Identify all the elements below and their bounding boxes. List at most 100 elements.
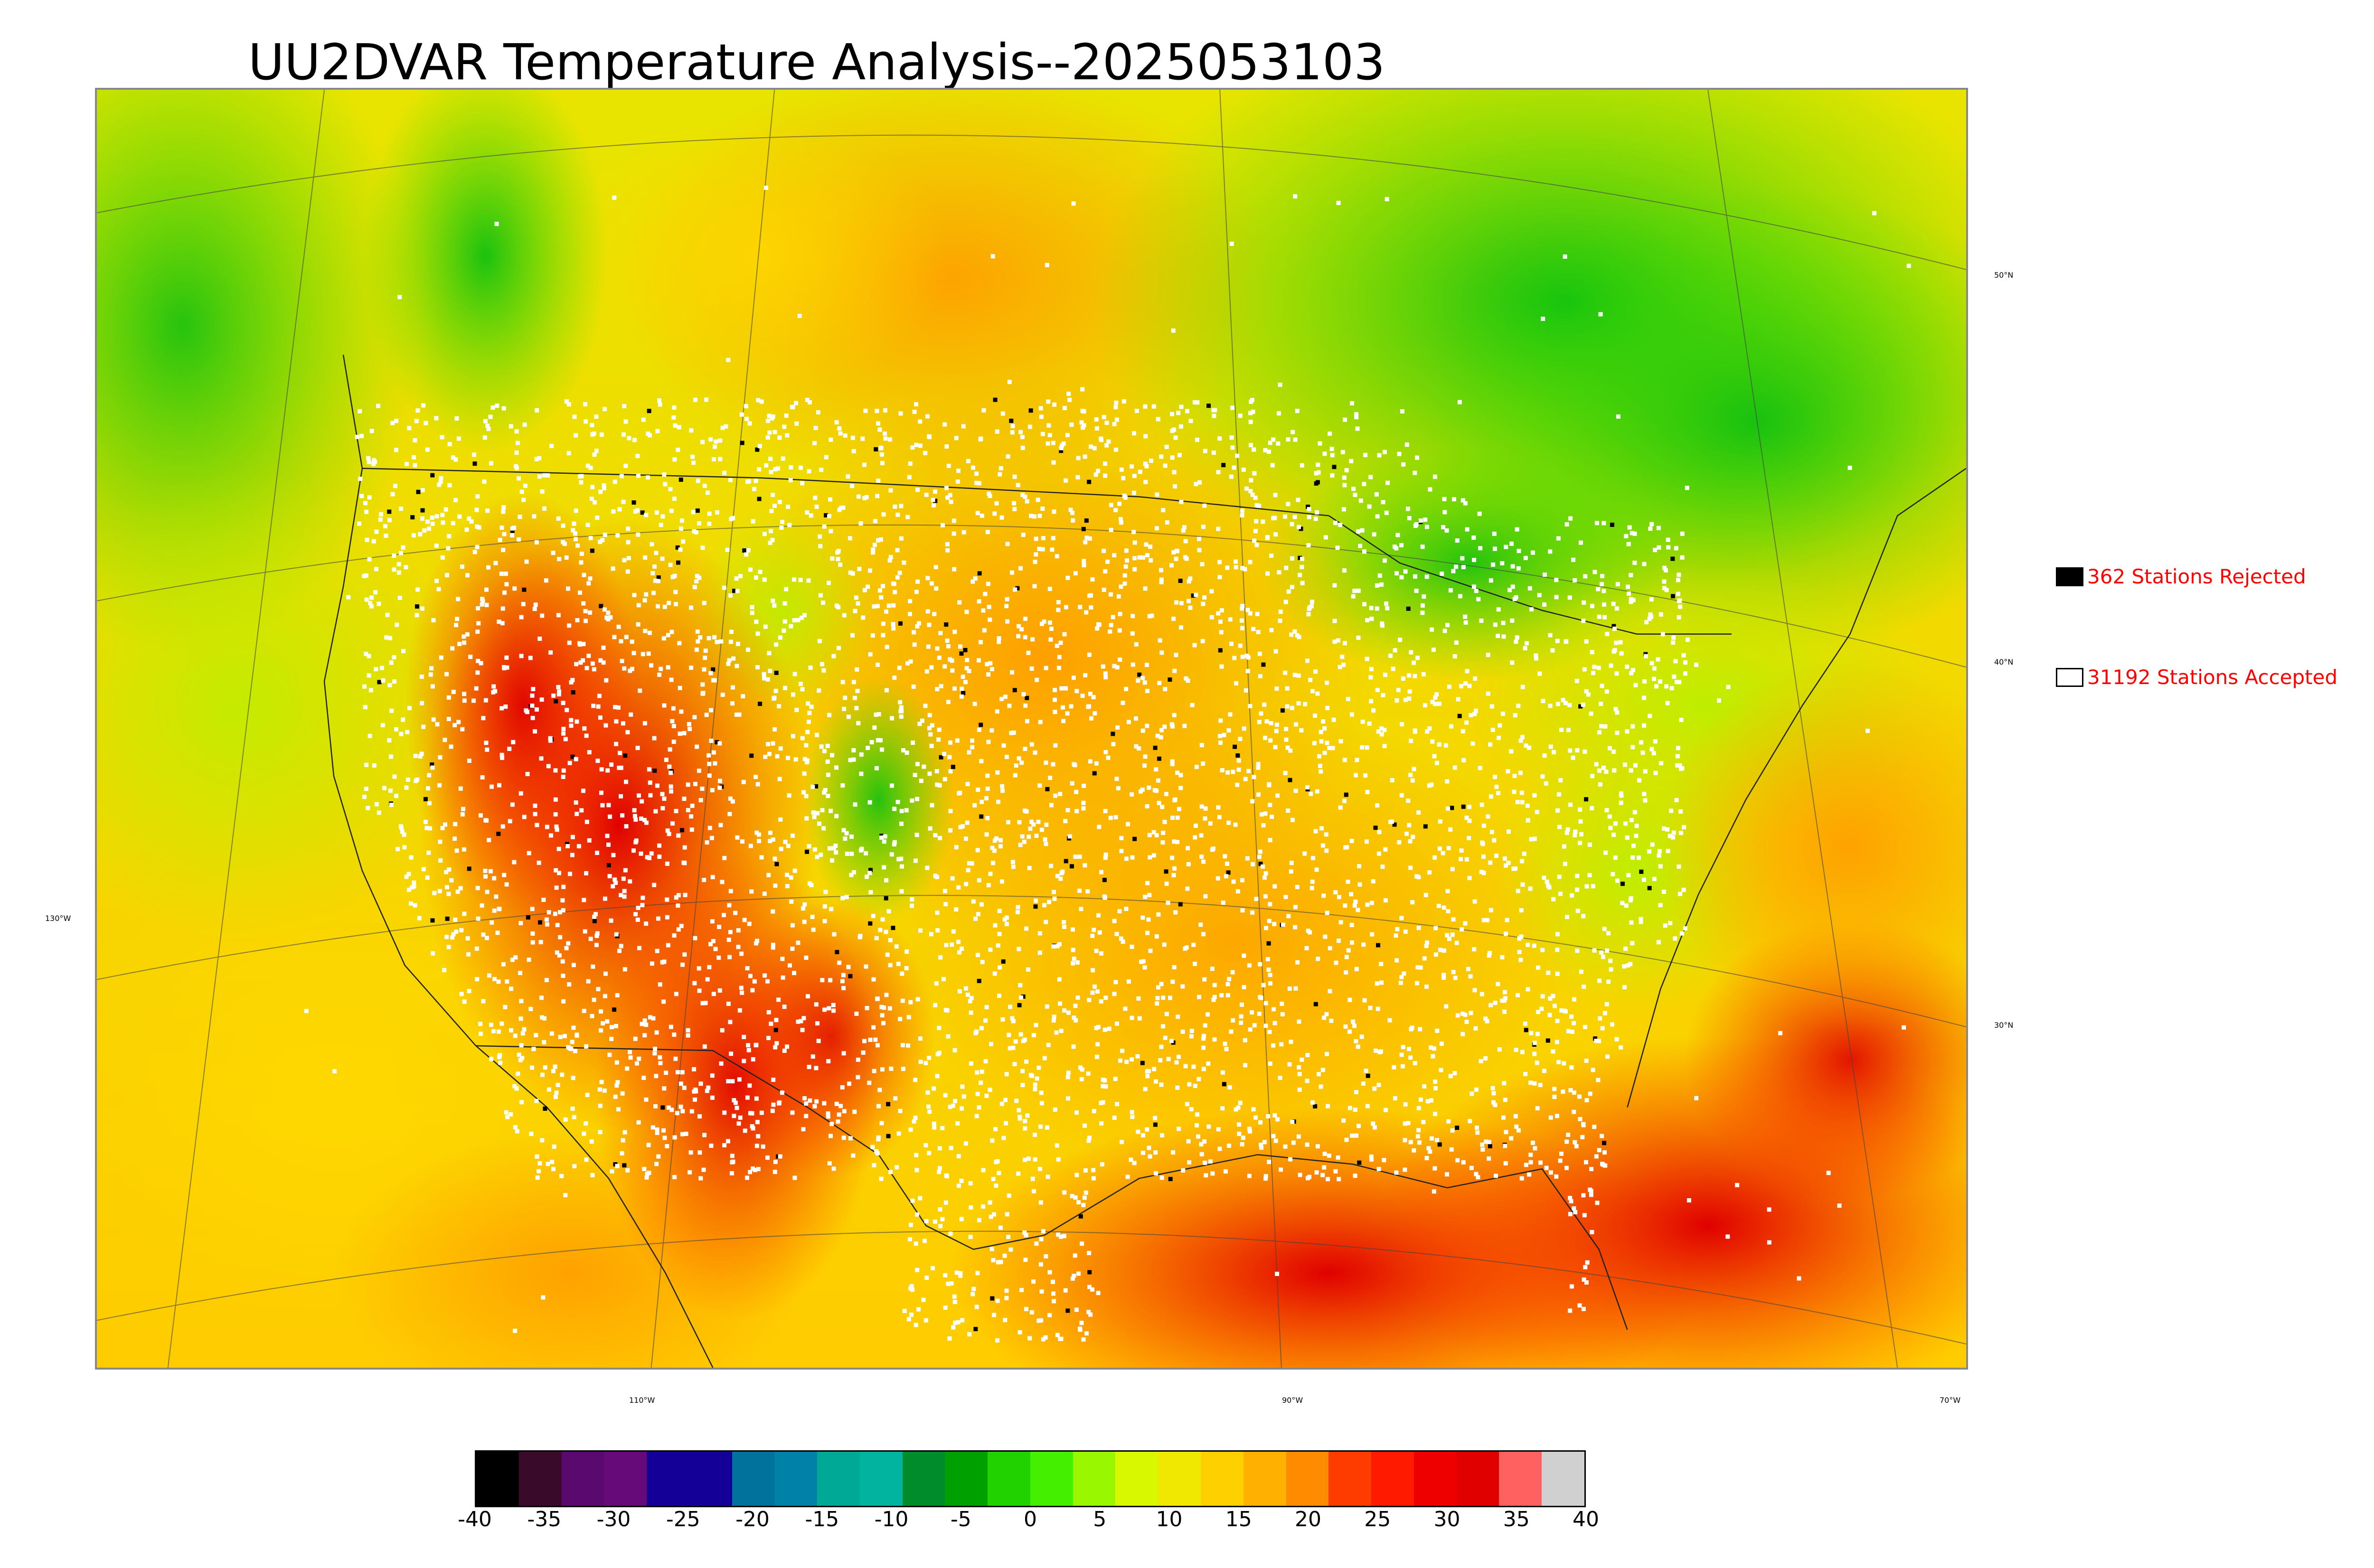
rejected-station-marker [1087,1270,1092,1275]
accepted-station-marker [952,686,957,691]
accepted-station-marker [364,651,368,656]
accepted-station-marker [1336,638,1340,643]
accepted-station-marker [1622,985,1627,989]
accepted-station-marker [661,999,666,1004]
accepted-station-marker [1000,1017,1005,1022]
accepted-station-marker [650,1125,655,1130]
accepted-station-marker [1155,1001,1159,1006]
accepted-station-marker [986,740,991,744]
accepted-station-marker [1195,1123,1199,1128]
accepted-station-marker [831,1166,836,1171]
accepted-station-marker [1076,456,1081,460]
accepted-station-marker [1011,730,1016,735]
accepted-station-marker [1594,1154,1599,1159]
accepted-station-marker [534,457,539,461]
accepted-station-marker [1292,629,1297,634]
accepted-station-marker [1101,664,1105,669]
accepted-station-marker [1494,854,1498,858]
accepted-station-marker [1112,664,1117,668]
accepted-station-marker [1236,758,1241,763]
accepted-station-marker [1509,541,1514,546]
accepted-station-marker [1113,508,1118,513]
accepted-station-marker [595,516,600,520]
rejected-station-marker [776,1154,781,1159]
accepted-station-marker [855,667,859,672]
accepted-station-marker [364,509,369,514]
accepted-station-marker [1437,742,1441,747]
accepted-station-marker [612,635,617,639]
accepted-station-marker [557,689,562,694]
accepted-station-marker [1283,770,1288,775]
accepted-station-marker [1595,1201,1600,1205]
accepted-station-marker [456,720,461,724]
accepted-station-marker [662,1136,667,1140]
accepted-station-marker [1517,949,1522,954]
rejected-station-marker [1001,959,1006,964]
accepted-station-marker [561,731,566,736]
accepted-station-marker [1079,420,1084,425]
accepted-station-marker [1435,761,1440,765]
accepted-station-marker [992,838,997,843]
accepted-station-marker [1619,800,1623,805]
accepted-station-marker [1081,1202,1086,1207]
accepted-station-marker [835,550,840,555]
accepted-station-marker [1520,800,1525,805]
accepted-station-marker [980,960,985,965]
accepted-station-marker [745,1175,750,1180]
accepted-station-marker [724,424,728,429]
accepted-station-marker [1306,612,1311,617]
accepted-station-marker [670,719,675,723]
accepted-station-marker [641,895,645,900]
accepted-station-marker [1145,553,1150,558]
accepted-station-marker [951,518,956,523]
accepted-station-marker [879,1176,884,1181]
accepted-station-marker [689,814,694,819]
accepted-station-marker [1613,855,1618,860]
accepted-station-marker [1360,719,1365,724]
accepted-station-marker [670,821,675,826]
accepted-station-marker [1564,1165,1569,1170]
accepted-station-marker [579,552,584,556]
accepted-station-marker [1089,444,1093,449]
accepted-station-marker [1476,1175,1480,1180]
accepted-station-marker [1235,453,1240,458]
accepted-station-marker [636,603,641,608]
accepted-station-marker [502,666,507,671]
accepted-station-marker [1240,513,1244,518]
accepted-station-marker [742,1034,746,1039]
accepted-station-marker [1592,665,1597,669]
accepted-station-marker [1672,674,1677,679]
accepted-station-marker [1159,728,1164,732]
accepted-station-marker [528,1006,533,1011]
accepted-station-marker [703,648,708,653]
accepted-station-marker [1196,1077,1201,1081]
accepted-station-marker [1104,443,1109,448]
accepted-station-marker [572,1164,577,1169]
accepted-station-marker [1551,1049,1555,1054]
accepted-station-marker [970,745,975,750]
accepted-station-marker [1552,1087,1557,1091]
accepted-station-marker [1694,1096,1699,1100]
accepted-station-marker [1572,1090,1576,1095]
accepted-station-marker [1369,1155,1374,1159]
accepted-station-marker [1070,1194,1074,1199]
accepted-station-marker [1310,1100,1315,1105]
accepted-station-marker [1399,575,1404,580]
accepted-station-marker [592,452,597,457]
accepted-station-marker [540,1072,545,1077]
accepted-station-marker [932,503,936,507]
accepted-station-marker [1296,498,1300,502]
accepted-station-marker [1016,1171,1021,1176]
accepted-station-marker [1130,1110,1134,1115]
accepted-station-marker [1414,981,1419,986]
accepted-station-marker [1585,1260,1590,1265]
accepted-station-marker [1540,774,1545,779]
accepted-station-marker [927,1151,932,1155]
accepted-station-marker [1274,729,1279,733]
accepted-station-marker [1391,667,1395,671]
accepted-station-marker [875,494,880,498]
accepted-station-marker [1305,1052,1310,1057]
accepted-station-marker [1362,549,1366,554]
accepted-station-marker [1206,1012,1210,1017]
accepted-station-marker [995,1338,1000,1343]
